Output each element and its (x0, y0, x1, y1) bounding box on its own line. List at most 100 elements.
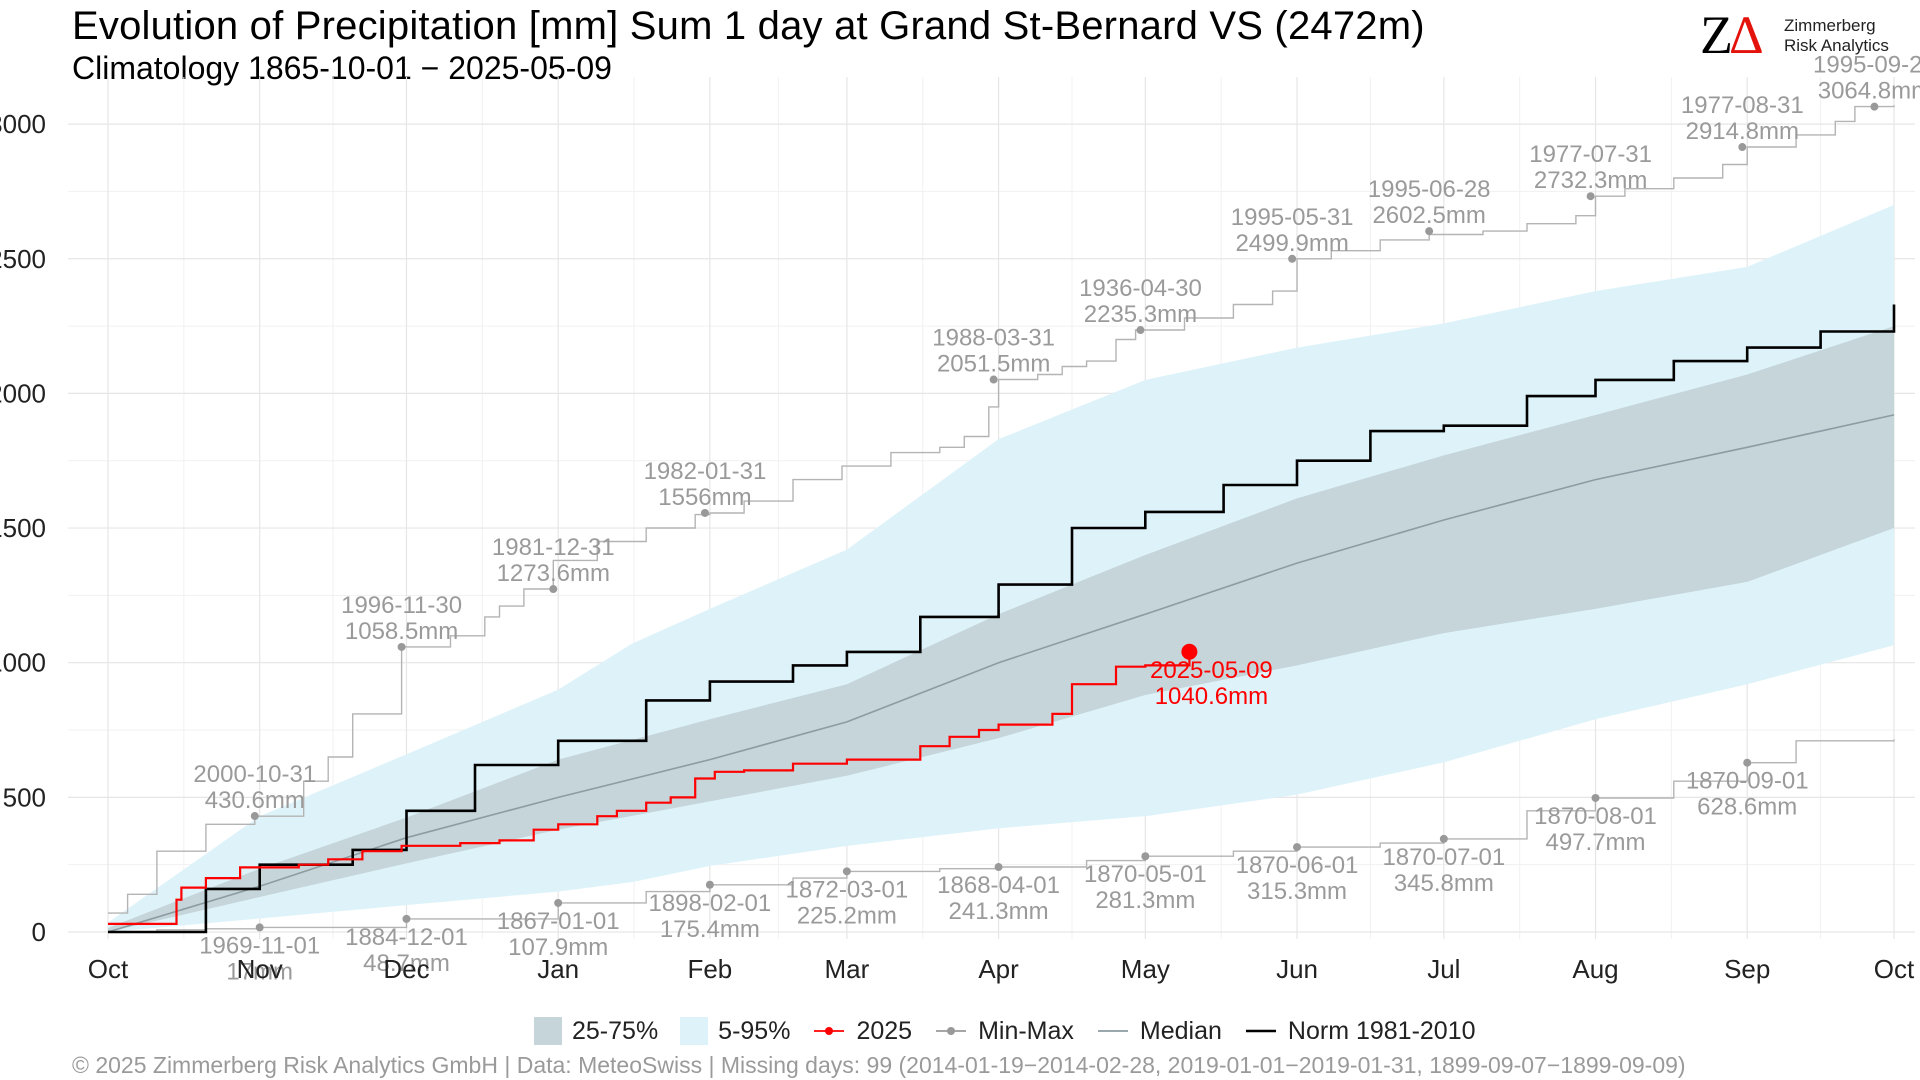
x-tick-label: Aug (1572, 954, 1618, 984)
max-annotation-line: 2914.8mm (1686, 118, 1799, 145)
min-point (1591, 793, 1600, 802)
min-point (1141, 852, 1150, 861)
max-annotation: 1988-03-31 2051.5mm (932, 325, 1055, 378)
current-year-annotation-line: 2025-05-09 (1150, 657, 1273, 684)
max-annotation: 1995-05-31 2499.9mm (1231, 204, 1354, 257)
legend-item-current-year: 2025 (812, 1017, 912, 1046)
max-annotation: 1977-08-31 2914.8mm (1681, 92, 1804, 145)
min-annotation-line: 1867-01-01 (497, 908, 620, 935)
min-annotation-line: 1870-09-01 (1686, 768, 1809, 795)
min-annotation-line: 497.7mm (1545, 829, 1645, 856)
min-annotation: 1870-09-01 628.6mm (1686, 768, 1809, 821)
max-annotation-line: 2732.3mm (1534, 167, 1647, 194)
max-point (1738, 143, 1747, 152)
max-annotation-line: 3064.8mm (1818, 78, 1920, 105)
y-tick-label: 500 (3, 782, 46, 812)
max-annotation-line: 2000-10-31 (193, 761, 316, 788)
percentile-bands (108, 204, 1894, 932)
max-annotation: 1996-11-30 1058.5mm (341, 592, 462, 645)
max-annotation-line: 2602.5mm (1372, 202, 1485, 229)
max-annotation-line: 1981-12-31 (492, 534, 615, 561)
max-point (1425, 227, 1434, 236)
min-annotation-line: 1870-06-01 (1236, 852, 1359, 879)
chart-subtitle: Climatology 1865-10-01 − 2025-05-09 (72, 50, 612, 86)
min-annotation-line: 1898-02-01 (648, 890, 771, 917)
max-annotation-line: 2499.9mm (1235, 230, 1348, 257)
max-annotation-line: 1988-03-31 (932, 325, 1055, 352)
x-tick-label: Mar (824, 954, 869, 984)
min-annotation: 1870-07-01 345.8mm (1382, 844, 1505, 897)
max-line (108, 105, 1895, 914)
x-tick-label: Nov (237, 954, 283, 984)
max-point (1136, 326, 1145, 335)
norm-line (108, 304, 1896, 934)
annotation-labels: 2000-10-31 430.6mm 1996-11-30 1058.5mm 1981-… (193, 52, 1920, 986)
max-annotation-line: 1936-04-30 (1079, 275, 1202, 302)
legend-label: 5-95% (718, 1016, 791, 1045)
max-annotation: 1995-06-28 2602.5mm (1368, 176, 1491, 229)
min-annotation-line: 1870-07-01 (1382, 844, 1505, 871)
max-annotation-line: 1995-05-31 (1231, 204, 1354, 231)
legend-swatch (534, 1017, 562, 1045)
axis-labels: Oct Nov Dec Jan Feb Mar Apr May Jun Jul Aug Sep Oct 0… (0, 109, 1915, 984)
min-point (255, 923, 264, 932)
current-year-annotation: 2025-05-09 1040.6mm (1150, 657, 1273, 710)
x-tick-label: Dec (383, 954, 429, 984)
min-annotation-line: 281.3mm (1095, 887, 1195, 914)
legend-item-norm: Norm 1981-2010 (1244, 1017, 1476, 1046)
legend-item-band-25-75: 25-75% (534, 1017, 658, 1046)
legend-item-median: Median (1096, 1017, 1222, 1046)
legend-swatch (936, 1027, 967, 1035)
max-point (549, 585, 558, 594)
max-annotation: 1981-12-31 1273.6mm (492, 534, 615, 587)
logo-line-1: Zimmerberg (1784, 16, 1876, 35)
max-annotation-line: 1058.5mm (345, 618, 458, 645)
max-annotation-line: 430.6mm (205, 787, 305, 814)
min-annotation: 1868-04-01 241.3mm (937, 872, 1060, 925)
min-annotation-line: 225.2mm (797, 902, 897, 929)
min-point (705, 880, 714, 889)
min-point (1293, 843, 1302, 852)
y-tick-label: 1500 (0, 513, 46, 543)
max-annotation: 2000-10-31 430.6mm (193, 761, 316, 814)
x-tick-label: May (1121, 954, 1170, 984)
band-5-95 (108, 204, 1894, 932)
max-annotation: 1936-04-30 2235.3mm (1079, 275, 1202, 328)
logo-text: Zimmerberg Risk Analytics (1784, 16, 1889, 56)
min-annotation-line: 1872-03-01 (785, 876, 908, 903)
max-annotation-line: 1977-08-31 (1681, 92, 1804, 119)
band-25-75 (108, 326, 1894, 932)
max-point (1870, 102, 1879, 111)
min-annotation-line: 17mm (226, 958, 293, 985)
legend-swatch (814, 1027, 845, 1035)
max-annotation-line: 1982-01-31 (644, 458, 767, 485)
max-annotation-line: 1995-06-28 (1368, 176, 1491, 203)
max-annotation: 1977-07-31 2732.3mm (1529, 141, 1652, 194)
series-lines (107, 105, 1896, 934)
min-annotation-line: 107.9mm (508, 934, 608, 961)
min-annotation-line: 345.8mm (1394, 870, 1494, 897)
max-annotation-line: 1556mm (658, 484, 751, 511)
x-tick-label: Apr (978, 954, 1019, 984)
x-tick-label: Jan (537, 954, 579, 984)
legend-swatch (680, 1017, 709, 1045)
max-point (397, 642, 406, 651)
min-annotation-line: 1868-04-01 (937, 872, 1060, 899)
min-annotation-line: 1870-05-01 (1084, 861, 1207, 888)
min-annotation-line: 48.7mm (363, 950, 450, 977)
y-tick-label: 1000 (0, 648, 46, 678)
x-tick-label: Jun (1276, 954, 1318, 984)
max-point (700, 508, 709, 517)
y-tick-label: 3000 (0, 109, 46, 139)
current-year-line (108, 651, 1191, 925)
max-annotation-line: 2235.3mm (1084, 301, 1197, 328)
legend-label: Norm 1981-2010 (1287, 1016, 1476, 1045)
legend-label: 2025 (856, 1016, 913, 1045)
min-annotation-line: 628.6mm (1697, 794, 1797, 821)
min-annotation: 1872-03-01 225.2mm (785, 876, 908, 929)
legend-item-band-5-95: 5-95% (680, 1017, 790, 1046)
min-annotation-line: 1870-08-01 (1534, 803, 1657, 830)
min-annotation: 1867-01-01 107.9mm (497, 908, 620, 961)
min-annotation-line: 241.3mm (949, 898, 1049, 925)
